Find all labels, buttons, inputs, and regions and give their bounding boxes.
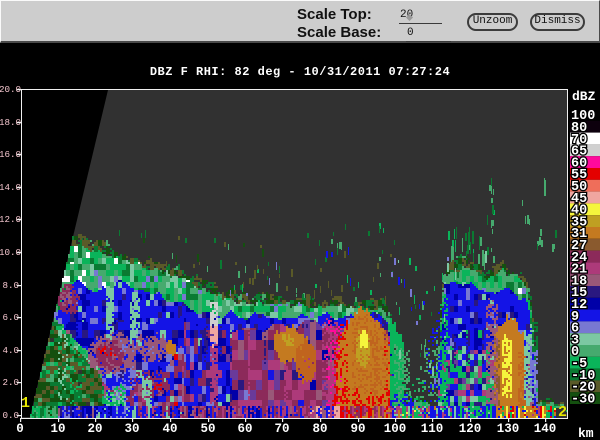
svg-text:km: km [578,426,594,440]
svg-text:16.0: 16.0 [0,149,21,160]
svg-text:140: 140 [534,422,557,436]
svg-text:3: 3 [571,333,579,348]
svg-text:10.0: 10.0 [0,247,21,258]
svg-text:2.0: 2.0 [2,377,19,388]
svg-text:6.0: 6.0 [2,312,19,323]
svg-text:20: 20 [87,422,102,436]
svg-text:130: 130 [497,422,520,436]
svg-text:90: 90 [350,422,365,436]
svg-text:100: 100 [384,422,407,436]
svg-text:DBZ F RHI: 82 deg - 10/31/2: DBZ F RHI: 82 deg - 10/31/2011 07:27:24 [150,65,450,79]
svg-text:80: 80 [312,422,327,436]
svg-text:0.0: 0.0 [2,410,19,421]
svg-text:20.0: 20.0 [0,84,21,95]
svg-text:dBZ: dBZ [572,89,596,104]
svg-text:70: 70 [274,422,289,436]
svg-text:1: 1 [21,395,30,412]
svg-text:0: 0 [571,345,579,360]
svg-text:60: 60 [237,422,252,436]
svg-text:0: 0 [16,422,24,436]
svg-text:6: 6 [571,322,579,337]
svg-text:-30: -30 [571,392,595,407]
svg-text:12.0: 12.0 [0,214,21,225]
svg-text:8.0: 8.0 [2,280,19,291]
svg-text:10: 10 [50,422,65,436]
svg-text:120: 120 [459,422,482,436]
svg-text:110: 110 [421,422,444,436]
svg-text:50: 50 [200,422,215,436]
svg-text:40: 40 [162,422,177,436]
svg-text:14.0: 14.0 [0,182,21,193]
svg-text:9: 9 [571,310,579,325]
svg-text:30: 30 [124,422,139,436]
svg-text:2: 2 [558,404,567,421]
svg-text:4.0: 4.0 [2,345,19,356]
svg-text:18.0: 18.0 [0,117,21,128]
